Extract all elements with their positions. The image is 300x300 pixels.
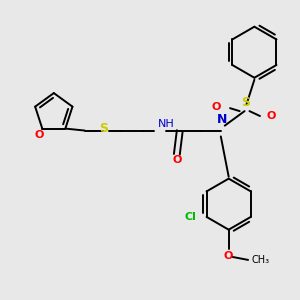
- Text: O: O: [172, 155, 182, 165]
- Text: NH: NH: [158, 118, 175, 129]
- Text: O: O: [224, 251, 233, 261]
- Text: N: N: [217, 112, 227, 126]
- Text: Cl: Cl: [185, 212, 197, 222]
- Text: S: S: [241, 96, 250, 109]
- Text: O: O: [34, 130, 44, 140]
- Text: S: S: [99, 122, 108, 135]
- Text: CH₃: CH₃: [251, 255, 269, 265]
- Text: O: O: [212, 102, 221, 112]
- Text: O: O: [267, 111, 276, 121]
